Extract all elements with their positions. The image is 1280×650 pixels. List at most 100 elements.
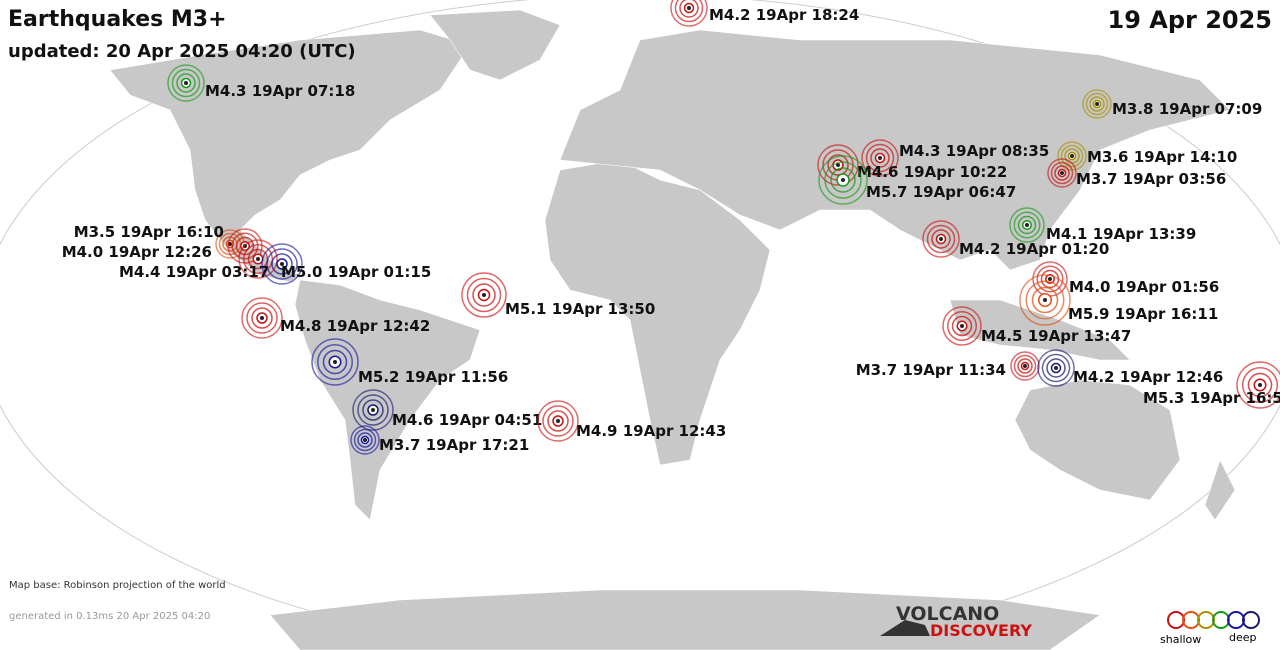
marker-dot bbox=[280, 262, 284, 266]
quake-label: M5.9 19Apr 16:11 bbox=[1068, 305, 1218, 323]
marker-ring bbox=[824, 161, 862, 199]
quake-marker[interactable] bbox=[1037, 349, 1075, 387]
marker-dot bbox=[1060, 171, 1064, 175]
quake-marker[interactable] bbox=[1009, 207, 1045, 243]
marker-ring bbox=[827, 154, 849, 176]
quake-marker[interactable] bbox=[1019, 274, 1071, 326]
legend-shallow: shallow bbox=[1160, 633, 1201, 646]
quake-marker[interactable] bbox=[922, 220, 960, 258]
logo-bottom: DISCOVERY bbox=[930, 621, 1032, 640]
quake-marker[interactable] bbox=[352, 389, 394, 431]
quake-marker[interactable] bbox=[942, 306, 982, 346]
map-base: Map base: Robinson projection of the wor… bbox=[9, 580, 226, 591]
marker-ring bbox=[1013, 354, 1037, 378]
marker-ring bbox=[1054, 165, 1070, 181]
quake-label: M3.5 19Apr 16:10 bbox=[74, 223, 224, 241]
quake-label: M3.6 19Apr 14:10 bbox=[1087, 148, 1237, 166]
marker-ring bbox=[1089, 96, 1105, 112]
quake-marker[interactable] bbox=[1047, 158, 1077, 188]
quake-marker[interactable] bbox=[861, 139, 899, 177]
marker-ring bbox=[1009, 207, 1045, 243]
marker-ring bbox=[1242, 367, 1278, 403]
marker-ring bbox=[947, 311, 977, 341]
marker-ring bbox=[1082, 89, 1112, 119]
marker-ring bbox=[1037, 349, 1075, 387]
marker-ring bbox=[241, 297, 283, 339]
marker-dot bbox=[841, 178, 845, 182]
marker-ring bbox=[1017, 358, 1033, 374]
depth-legend bbox=[1167, 611, 1260, 629]
quakes: M4.2 19Apr 18:24 M4.3 19Apr 07:18 M3.8 19A… bbox=[62, 0, 1280, 455]
marker-ring bbox=[251, 307, 273, 329]
marker-dot bbox=[184, 81, 188, 85]
quake-label: M4.0 19Apr 12:26 bbox=[62, 243, 212, 261]
marker-ring bbox=[1085, 92, 1109, 116]
quake-marker[interactable] bbox=[670, 0, 708, 27]
marker-ring bbox=[537, 400, 579, 442]
logo-top: VOLCANO bbox=[896, 603, 999, 625]
marker-ring bbox=[926, 224, 956, 254]
legend-deep: deep bbox=[1229, 631, 1257, 644]
marker-ring bbox=[1047, 158, 1077, 188]
marker-ring bbox=[865, 143, 895, 173]
quake-label: M4.1 19Apr 13:39 bbox=[1046, 225, 1196, 243]
marker-ring bbox=[322, 349, 348, 375]
marker-dot bbox=[371, 408, 375, 412]
quake-label: M4.2 19Apr 12:46 bbox=[1073, 368, 1223, 386]
marker-ring bbox=[317, 344, 353, 380]
quake-label: M4.8 19Apr 12:42 bbox=[280, 317, 430, 335]
quake-label: M4.2 19Apr 01:20 bbox=[959, 240, 1109, 258]
quake-label: M5.7 19Apr 06:47 bbox=[866, 183, 1016, 201]
marker-ring bbox=[461, 272, 507, 318]
marker-ring bbox=[922, 220, 960, 258]
marker-ring bbox=[171, 68, 201, 98]
marker-ring bbox=[352, 389, 394, 431]
quake-label: M5.0 19Apr 01:15 bbox=[281, 263, 431, 281]
quake-label: M4.0 19Apr 01:56 bbox=[1069, 278, 1219, 296]
marker-ring bbox=[311, 338, 359, 386]
marker-dot bbox=[1023, 364, 1027, 368]
marker-dot bbox=[1095, 102, 1099, 106]
quake-marker[interactable] bbox=[311, 338, 359, 386]
quake-marker[interactable] bbox=[1236, 361, 1280, 409]
marker-ring bbox=[1025, 280, 1065, 320]
quake-marker[interactable] bbox=[1010, 351, 1040, 381]
marker-ring bbox=[817, 144, 859, 186]
marker-ring bbox=[176, 73, 196, 93]
quake-marker[interactable] bbox=[167, 64, 205, 102]
marker-ring bbox=[542, 405, 574, 437]
marker-dot bbox=[260, 316, 264, 320]
marker-ring bbox=[547, 410, 569, 432]
quake-label: M3.7 19Apr 03:56 bbox=[1076, 170, 1226, 188]
marker-ring bbox=[353, 428, 377, 452]
marker-dot bbox=[1043, 298, 1047, 302]
quake-marker[interactable] bbox=[1082, 89, 1112, 119]
marker-dot bbox=[556, 419, 560, 423]
quake-label: M4.3 19Apr 08:35 bbox=[899, 142, 1049, 160]
quake-label: M4.9 19Apr 12:43 bbox=[576, 422, 726, 440]
marker-dot bbox=[1025, 223, 1029, 227]
quake-marker[interactable] bbox=[817, 144, 859, 186]
marker-ring bbox=[243, 244, 273, 274]
marker-ring bbox=[238, 239, 278, 279]
marker-ring bbox=[830, 167, 856, 193]
quake-label: M4.6 19Apr 04:51 bbox=[392, 411, 542, 429]
marker-ring bbox=[350, 425, 380, 455]
quake-marker[interactable] bbox=[537, 400, 579, 442]
quake-label: M4.4 19Apr 03:17 bbox=[119, 263, 269, 281]
quake-marker[interactable] bbox=[261, 243, 303, 285]
quake-marker[interactable] bbox=[350, 425, 380, 455]
marker-dot bbox=[939, 237, 943, 241]
marker-ring bbox=[1060, 144, 1084, 168]
quake-marker[interactable] bbox=[241, 297, 283, 339]
marker-ring bbox=[870, 148, 890, 168]
quake-marker[interactable] bbox=[818, 155, 868, 205]
quake-marker[interactable] bbox=[461, 272, 507, 318]
marker-ring bbox=[1041, 353, 1071, 383]
marker-dot bbox=[1258, 383, 1262, 387]
marker-ring bbox=[951, 315, 973, 337]
title: Earthquakes M3+ bbox=[8, 7, 227, 32]
